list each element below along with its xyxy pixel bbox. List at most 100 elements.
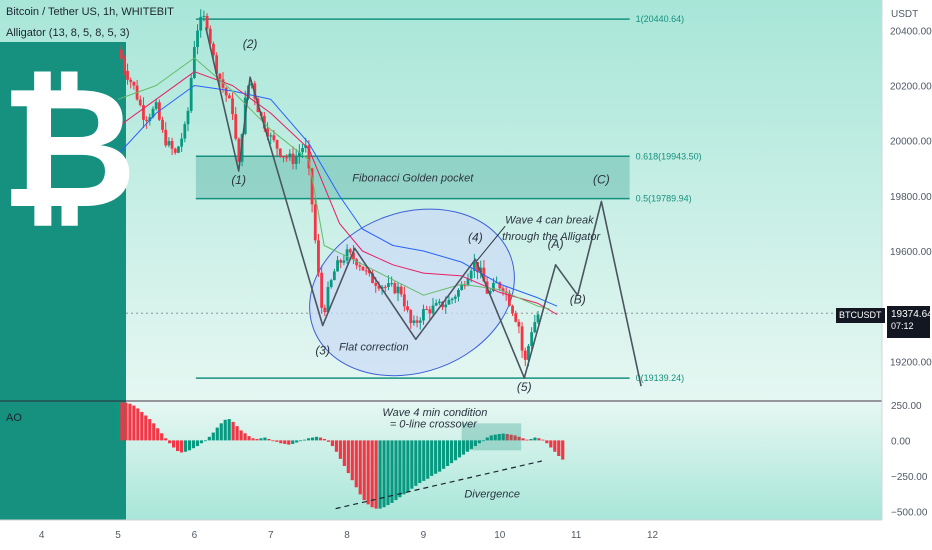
candle-body [520, 326, 524, 351]
ao-tick-label: −250.00 [891, 472, 928, 483]
ao-bar [144, 415, 148, 441]
candle-body [183, 124, 187, 139]
ao-bar [497, 433, 501, 441]
candle-body [348, 249, 352, 253]
candle-body [266, 128, 269, 137]
candle-body [460, 285, 464, 290]
candle-body [367, 270, 371, 274]
candle-body [288, 153, 292, 158]
candle-body [527, 346, 530, 360]
candle-body [533, 322, 537, 333]
ao-bar [172, 440, 176, 448]
candle-body [285, 157, 289, 159]
candle-body [437, 301, 441, 304]
time-tick-label: 8 [344, 530, 350, 541]
ao-bar [509, 434, 513, 441]
ao-bar [545, 440, 549, 444]
ao-bar [291, 440, 295, 444]
ao-bar [179, 440, 184, 453]
ao-bar [175, 440, 180, 452]
ao-bar [132, 405, 136, 441]
ao-bar [120, 402, 124, 441]
candle-body [374, 283, 378, 286]
price-tick-label: 20200.00 [890, 82, 932, 93]
alligator-lips-line [117, 57, 550, 310]
ao-bar [203, 440, 207, 442]
candle-body [412, 320, 416, 324]
ao-bar [160, 433, 164, 441]
candle-body [355, 259, 359, 266]
candle-body [383, 286, 387, 288]
candle-body [326, 287, 330, 313]
ao-bar [481, 440, 485, 442]
fib-level-label: 0(19139.24) [636, 373, 685, 383]
ao-bar [227, 419, 231, 441]
candle-body [215, 55, 219, 74]
last-price-badge: BTCUSDT 19374.64 07:12 [836, 306, 932, 340]
candle-body [119, 49, 123, 59]
candle-body [377, 285, 381, 289]
candle-body [511, 305, 514, 314]
price-tick-label: 19600.00 [890, 247, 932, 258]
candle-body [138, 99, 142, 106]
ao-bar [370, 440, 374, 508]
candle-body [453, 296, 457, 299]
candle-body [342, 260, 346, 263]
ao-bar [549, 440, 553, 448]
ao-bars-group [116, 402, 565, 509]
candle-body [323, 307, 327, 313]
candle-body [221, 79, 225, 88]
ao-pane-label[interactable]: AO [6, 412, 22, 424]
ao-bar [517, 436, 521, 441]
candle-body [488, 290, 492, 294]
candle-body [329, 280, 333, 288]
candle-body [224, 87, 228, 96]
ao-bar [187, 440, 192, 451]
chart-title[interactable]: Bitcoin / Tether US, 1h, WHITEBIT [6, 6, 174, 18]
ao-bar [287, 440, 291, 445]
candle-body [409, 310, 413, 324]
flat-correction-ellipse [309, 208, 515, 377]
candle-body [387, 283, 390, 287]
candle-body [291, 153, 295, 164]
candle-body [212, 43, 215, 56]
ao-bar [366, 440, 370, 505]
flat-correction-label: Flat correction [339, 341, 409, 353]
ao-bar [223, 419, 227, 441]
candle-body [262, 115, 266, 129]
candle-body [358, 265, 362, 267]
indicator-title[interactable]: Alligator (13, 8, 5, 8, 5, 3) [6, 27, 130, 39]
price-tick-label: 20400.00 [890, 26, 932, 37]
candle-body [301, 148, 304, 153]
alligator-jaw-line [117, 85, 558, 307]
candle-body [234, 114, 238, 139]
ao-bar [342, 440, 346, 466]
ao-bar [449, 440, 454, 464]
candle-body [205, 15, 209, 29]
candle-body [294, 156, 298, 164]
ao-bar [541, 439, 545, 441]
ao-bar [219, 423, 223, 441]
ao-bar [295, 440, 299, 443]
ao-bar [362, 440, 366, 501]
candle-body [406, 306, 409, 311]
wave-label: (A) [548, 237, 564, 251]
candle-body [177, 146, 180, 153]
ao-bar [398, 440, 402, 498]
ao-bar [338, 440, 342, 459]
candle-body [132, 81, 136, 86]
symbol-badge: BTCUSDT [836, 308, 885, 323]
ao-bar [350, 440, 354, 481]
ao-bar [402, 440, 406, 495]
wave-label: (B) [570, 292, 586, 306]
ao-bar [191, 440, 196, 449]
ao-bar [326, 440, 331, 442]
candle-body [297, 152, 301, 157]
candle-body [320, 272, 324, 308]
candle-body [336, 260, 339, 272]
candle-body [126, 70, 129, 80]
candle-body [189, 78, 193, 111]
ao-bar [239, 430, 243, 441]
